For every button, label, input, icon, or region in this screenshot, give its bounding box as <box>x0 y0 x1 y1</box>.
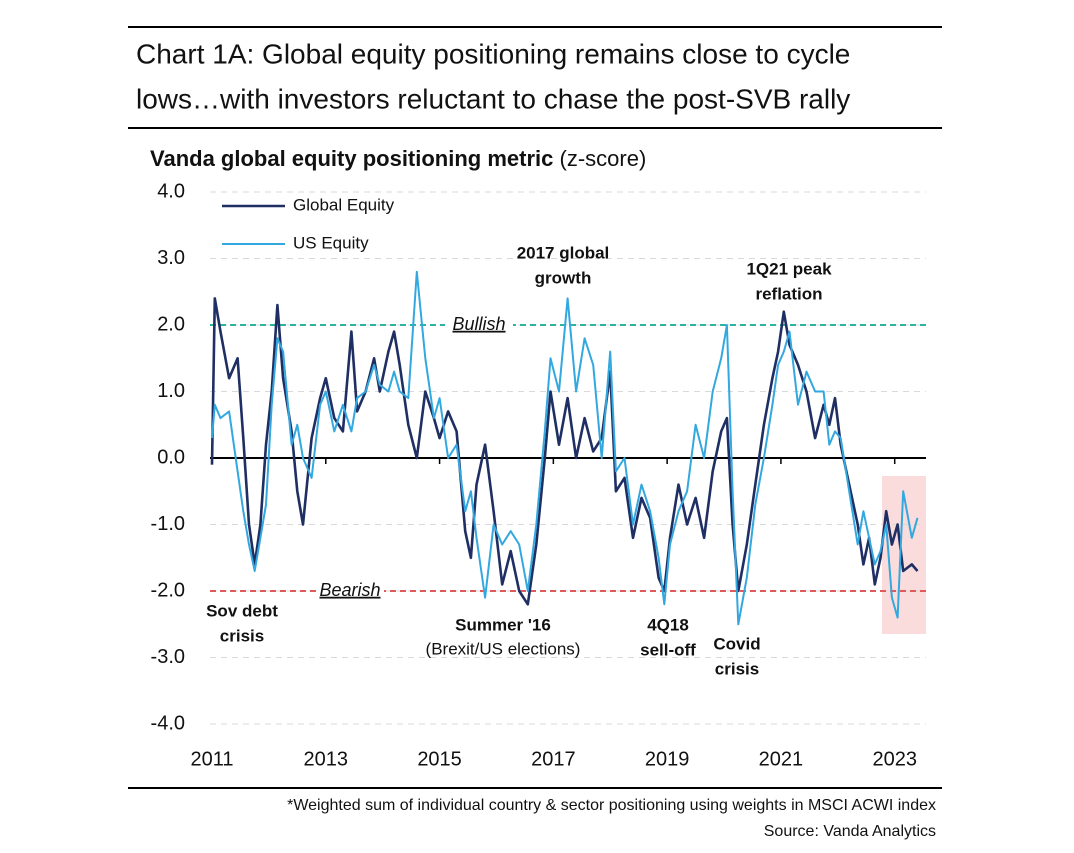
annotation: Sov debt <box>206 601 278 620</box>
y-tick-label: -3.0 <box>151 646 185 668</box>
subtitle-main: Vanda global equity positioning metric <box>150 146 553 171</box>
y-tick-label: -4.0 <box>151 712 185 734</box>
reference-label-bg <box>316 579 384 603</box>
y-tick-label: 1.0 <box>157 380 185 402</box>
y-tick-label: 4.0 <box>157 180 185 202</box>
annotation: crisis <box>715 659 759 678</box>
annotation: growth <box>535 268 592 287</box>
x-tick-label: 2011 <box>190 748 233 770</box>
subtitle-unit: (z-score) <box>560 146 647 171</box>
chart-title: Chart 1A: Global equity positioning rema… <box>136 38 850 69</box>
legend-label: US Equity <box>293 233 369 252</box>
reference-label: Bearish <box>319 580 380 600</box>
y-tick-label: -1.0 <box>151 513 185 535</box>
annotation: 2017 global <box>517 243 610 262</box>
annotation: crisis <box>220 626 264 645</box>
source: Source: Vanda Analytics <box>764 823 936 840</box>
x-tick-label: 2021 <box>759 748 804 770</box>
legend-label: Global Equity <box>293 195 395 214</box>
annotation: reflation <box>755 284 822 303</box>
annotation: 1Q21 peak <box>746 259 832 278</box>
series-line <box>211 270 919 626</box>
subtitle: Vanda global equity positioning metric (… <box>150 146 646 171</box>
x-tick-label: 2017 <box>531 748 576 770</box>
y-tick-label: 0.0 <box>157 446 185 468</box>
x-tick-label: 2019 <box>645 748 690 770</box>
annotation: Summer '16 <box>455 615 551 634</box>
reference-label: Bullish <box>452 314 505 334</box>
y-tick-label: 2.0 <box>157 313 185 335</box>
annotation: 4Q18 <box>647 615 689 634</box>
annotation: Covid <box>713 634 760 653</box>
x-tick-label: 2023 <box>872 748 917 770</box>
y-tick-label: -2.0 <box>151 579 185 601</box>
reference-label-bg <box>445 313 513 337</box>
series-line <box>210 297 919 606</box>
chart-title: lows…with investors reluctant to chase t… <box>136 83 850 114</box>
x-tick-label: 2015 <box>417 748 462 770</box>
footnote: *Weighted sum of individual country & se… <box>287 797 936 814</box>
y-tick-label: 3.0 <box>157 247 185 269</box>
x-tick-label: 2013 <box>304 748 349 770</box>
annotation: sell-off <box>640 640 696 659</box>
annotation: (Brexit/US elections) <box>426 639 581 658</box>
